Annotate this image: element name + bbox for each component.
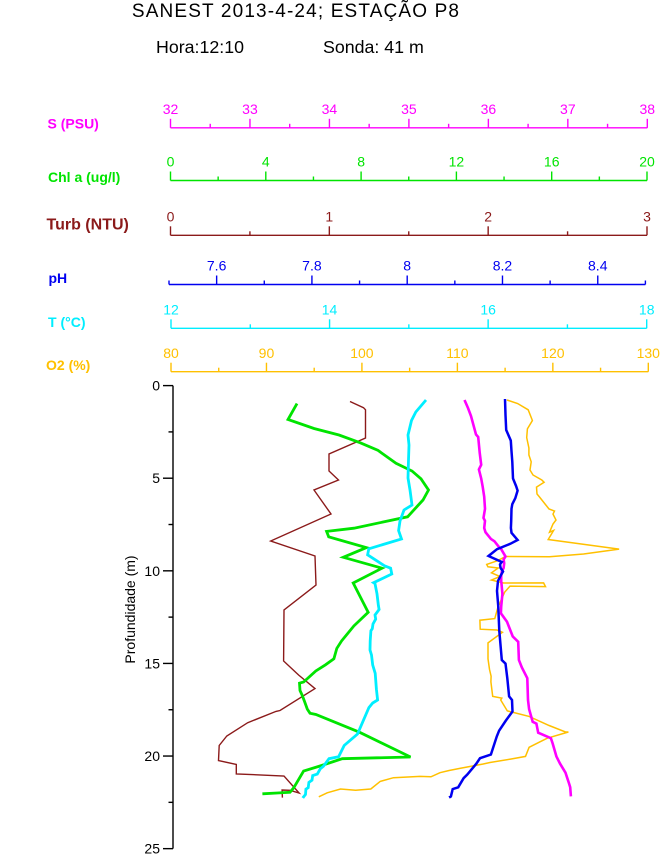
svg-text:5: 5 [152, 470, 160, 486]
svg-text:110: 110 [446, 345, 469, 361]
svg-text:18: 18 [639, 302, 655, 318]
svg-text:90: 90 [259, 345, 275, 361]
svg-text:1: 1 [325, 209, 333, 225]
svg-text:0: 0 [152, 378, 160, 394]
svg-text:80: 80 [163, 345, 179, 361]
svg-text:7.8: 7.8 [302, 258, 322, 274]
svg-text:12: 12 [449, 154, 465, 170]
svg-text:25: 25 [144, 841, 160, 854]
svg-text:7.6: 7.6 [207, 258, 227, 274]
svg-text:38: 38 [640, 101, 656, 117]
svg-text:14: 14 [322, 302, 338, 318]
svg-text:Sonda: 41 m: Sonda: 41 m [323, 37, 424, 57]
svg-text:37: 37 [560, 101, 576, 117]
svg-text:4: 4 [262, 154, 270, 170]
svg-text:33: 33 [242, 101, 258, 117]
svg-text:20: 20 [639, 154, 655, 170]
svg-text:20: 20 [144, 748, 160, 764]
svg-text:16: 16 [480, 302, 496, 318]
svg-text:8.4: 8.4 [588, 258, 608, 274]
svg-text:100: 100 [350, 345, 374, 361]
svg-text:12: 12 [163, 302, 179, 318]
svg-text:120: 120 [541, 345, 565, 361]
svg-text:10: 10 [144, 563, 160, 579]
svg-text:Chl a (ug/l): Chl a (ug/l) [48, 169, 120, 185]
svg-text:S (PSU): S (PSU) [48, 115, 99, 131]
svg-text:O2 (%): O2 (%) [46, 357, 90, 373]
svg-text:15: 15 [144, 655, 160, 671]
svg-text:16: 16 [544, 154, 560, 170]
svg-text:8: 8 [403, 258, 411, 274]
svg-text:Turb (NTU): Turb (NTU) [47, 217, 129, 234]
svg-text:8.2: 8.2 [493, 258, 513, 274]
svg-text:130: 130 [637, 345, 660, 361]
svg-text:Hora:12:10: Hora:12:10 [156, 37, 244, 57]
svg-text:0: 0 [167, 154, 175, 170]
svg-text:34: 34 [322, 101, 338, 117]
svg-text:36: 36 [481, 101, 497, 117]
svg-text:T (°C): T (°C) [48, 314, 85, 330]
svg-text:32: 32 [163, 101, 179, 117]
svg-text:8: 8 [357, 154, 365, 170]
svg-text:3: 3 [643, 209, 651, 225]
svg-text:SANEST 2013-4-24; ESTAÇÃO P8: SANEST 2013-4-24; ESTAÇÃO P8 [132, 0, 460, 22]
svg-text:Profundidade (m): Profundidade (m) [122, 555, 138, 663]
svg-text:pH: pH [49, 270, 68, 286]
svg-text:35: 35 [401, 101, 417, 117]
svg-text:2: 2 [484, 209, 492, 225]
svg-text:0: 0 [167, 209, 175, 225]
